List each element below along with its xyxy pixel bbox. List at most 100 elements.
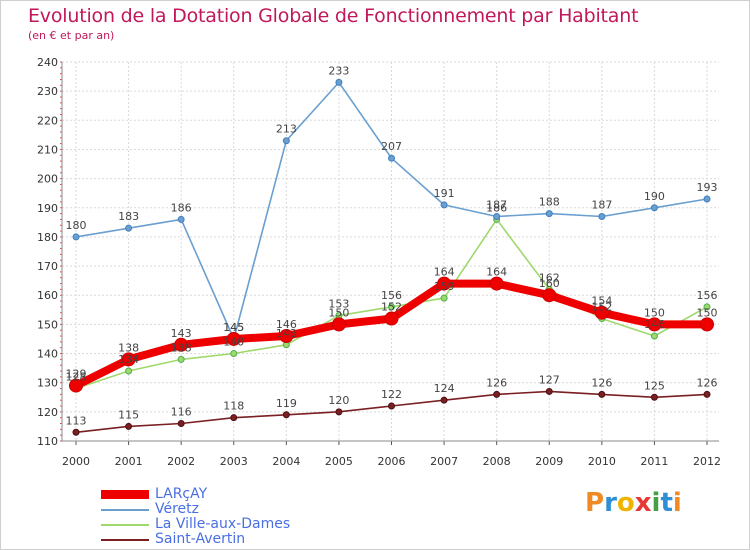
data-point-la-ville-aux-dames <box>177 355 185 363</box>
data-point-larcay <box>174 337 189 352</box>
data-point-larcay <box>489 276 504 291</box>
data-point-saint-avertin <box>177 420 185 428</box>
legend-label-larcay: LARçAY <box>155 486 208 502</box>
data-label-saint-avertin: 115 <box>118 408 139 421</box>
chart-subtitle: (en € et par an) <box>28 29 115 42</box>
data-label-la-ville-aux-dames: 128 <box>66 371 87 384</box>
data-point-saint-avertin <box>493 390 501 398</box>
y-tick-label: 230 <box>37 85 58 98</box>
data-point-saint-avertin <box>598 390 606 398</box>
axis-layer: 110 120 130 140 150 160 170 180 190 200 210 220 230 2… <box>37 56 721 468</box>
x-tick-label: 2009 <box>535 455 563 468</box>
data-label-veretz: 233 <box>328 64 349 77</box>
data-label-veretz: 193 <box>697 181 718 194</box>
x-tick-label: 2011 <box>640 455 668 468</box>
data-point-veretz <box>703 195 711 203</box>
y-tick-label: 140 <box>37 348 58 361</box>
data-label-veretz: 213 <box>276 123 297 136</box>
data-point-veretz <box>177 215 185 223</box>
x-tick-label: 2007 <box>430 455 458 468</box>
data-label-la-ville-aux-dames: 156 <box>381 289 402 302</box>
data-point-larcay <box>700 317 714 332</box>
legend-item-la-ville-aux-dames[interactable]: La Ville-aux-Dames <box>101 517 290 532</box>
data-label-la-ville-aux-dames: 146 <box>644 318 665 331</box>
data-label-saint-avertin: 118 <box>223 400 244 413</box>
y-tick-label: 130 <box>37 377 58 390</box>
data-label-veretz: 188 <box>539 196 560 209</box>
data-point-saint-avertin <box>703 390 711 398</box>
y-tick-label: 160 <box>37 289 58 302</box>
data-label-larcay: 150 <box>328 306 349 319</box>
data-point-la-ville-aux-dames <box>230 350 238 358</box>
data-label-larcay: 154 <box>591 295 612 308</box>
data-point-veretz <box>545 210 553 218</box>
data-point-veretz <box>125 224 133 232</box>
data-point-veretz <box>598 213 606 221</box>
data-point-larcay <box>437 276 452 291</box>
x-tick-label: 2000 <box>62 455 90 468</box>
x-tick-label: 2005 <box>325 455 353 468</box>
data-label-larcay: 164 <box>434 266 455 279</box>
data-point-veretz <box>440 201 448 209</box>
legend-item-larcay[interactable]: LARçAY <box>101 487 290 502</box>
data-label-larcay: 143 <box>171 327 192 340</box>
series-layer <box>69 78 714 436</box>
data-label-larcay: 150 <box>697 306 718 319</box>
data-point-larcay <box>226 331 241 346</box>
data-point-veretz <box>282 137 290 145</box>
data-label-larcay: 145 <box>223 321 244 334</box>
data-label-saint-avertin: 122 <box>381 388 402 401</box>
logo-letter: i <box>672 488 682 518</box>
data-label-saint-avertin: 113 <box>66 414 87 427</box>
legend-swatch-veretz <box>101 508 149 511</box>
data-point-larcay <box>647 317 662 332</box>
x-tick-label: 2001 <box>115 455 143 468</box>
y-tick-label: 170 <box>37 260 58 273</box>
chart-title: Evolution de la Dotation Globale de Fonc… <box>28 5 639 27</box>
plot-area <box>62 62 719 441</box>
legend-swatch-la-ville-aux-dames <box>101 523 149 526</box>
logo-letter: o <box>616 488 635 518</box>
logo-letter: r <box>604 488 617 518</box>
legend-item-veretz[interactable]: Véretz <box>101 502 290 517</box>
data-label-la-ville-aux-dames: 134 <box>118 353 139 366</box>
data-point-saint-avertin <box>650 393 658 401</box>
data-point-larcay <box>594 305 609 320</box>
data-point-la-ville-aux-dames <box>440 294 448 302</box>
data-label-la-ville-aux-dames: 162 <box>539 271 560 284</box>
data-label-saint-avertin: 119 <box>276 397 297 410</box>
data-point-larcay <box>384 311 399 326</box>
data-label-larcay: 160 <box>539 277 560 290</box>
data-label-veretz: 190 <box>644 190 665 203</box>
data-point-saint-avertin <box>440 396 448 404</box>
data-label-larcay: 164 <box>486 266 507 279</box>
data-label-saint-avertin: 126 <box>486 376 507 389</box>
data-label-la-ville-aux-dames: 186 <box>486 201 507 214</box>
logo-letter: t <box>660 488 673 518</box>
data-point-veretz <box>388 154 395 162</box>
data-label-saint-avertin: 126 <box>591 376 612 389</box>
data-label-larcay: 150 <box>644 306 665 319</box>
data-point-saint-avertin <box>230 414 238 422</box>
legend-item-saint-avertin[interactable]: Saint-Avertin <box>101 532 290 547</box>
legend: LARçAY Véretz La Ville-aux-Dames Saint-A… <box>101 487 290 547</box>
x-tick-label: 2004 <box>272 455 300 468</box>
logo-letter: P <box>585 488 605 518</box>
legend-label-saint-avertin: Saint-Avertin <box>155 531 246 547</box>
data-label-veretz: 186 <box>171 201 192 214</box>
data-label-veretz: 145 <box>223 321 244 334</box>
y-tick-label: 200 <box>37 173 58 186</box>
data-label-la-ville-aux-dames: 153 <box>328 298 349 311</box>
y-tick-label: 120 <box>37 406 58 419</box>
grid-layer <box>62 61 719 442</box>
data-point-saint-avertin <box>545 387 553 395</box>
data-point-veretz <box>72 233 80 241</box>
data-label-larcay: 129 <box>66 368 87 381</box>
x-tick-label: 2012 <box>693 455 721 468</box>
data-label-larcay: 138 <box>118 341 139 354</box>
data-point-veretz <box>335 78 343 86</box>
legend-swatch-saint-avertin <box>101 538 149 541</box>
data-label-veretz: 191 <box>434 187 455 200</box>
data-label-veretz: 187 <box>591 199 612 212</box>
